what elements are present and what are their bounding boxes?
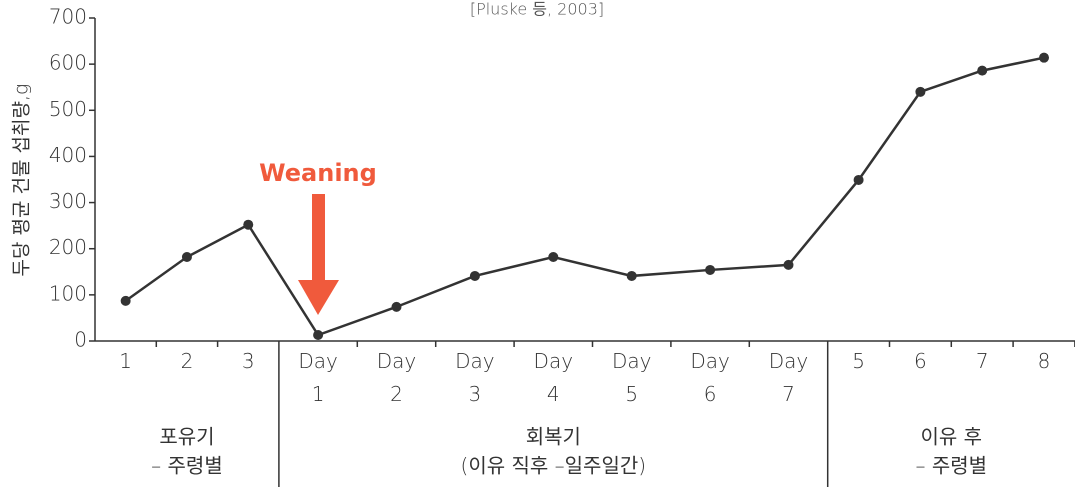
- x-tick-label: 5: [852, 349, 865, 373]
- group-label: – 주령별: [916, 454, 988, 478]
- y-tick-label: 500: [49, 97, 87, 121]
- x-tick-label: Day 6: [690, 349, 730, 406]
- point: [120, 295, 131, 306]
- x-tick-label: Day 3: [455, 349, 495, 406]
- y-tick-label: 400: [49, 143, 87, 167]
- x-tick-label: Day 5: [612, 349, 652, 406]
- point: [313, 330, 324, 341]
- group-label: 회복기: [526, 425, 581, 449]
- annotation: Weaning: [259, 159, 377, 187]
- x-tick-label: 1: [119, 349, 132, 373]
- y-tick-label: 300: [49, 189, 87, 213]
- weaning-arrow: [298, 194, 339, 315]
- x-tick-label: 2: [181, 349, 194, 373]
- y-tick-label: 600: [49, 51, 87, 75]
- group-label: 이유 후: [921, 425, 983, 449]
- x-tick-label: Day 1: [298, 349, 338, 406]
- arrow-head: [298, 280, 339, 315]
- group-label: – 주령별: [151, 454, 223, 478]
- y-axis-label: 두당 평균 건물 섭취량,g: [11, 84, 33, 277]
- x-tick-label: 6: [914, 349, 927, 373]
- x-tick-label: 7: [976, 349, 989, 373]
- y-tick-label: 200: [49, 235, 87, 259]
- point: [783, 259, 794, 270]
- x-tick-label: 3: [242, 349, 255, 373]
- group-label: (이유 직후 –일주일간): [461, 454, 647, 478]
- y-tick-label: 700: [49, 5, 87, 29]
- point: [391, 301, 402, 312]
- x-tick-label: 8: [1038, 349, 1051, 373]
- point: [705, 264, 716, 275]
- line: [124, 56, 1045, 337]
- point: [977, 65, 988, 76]
- point: [181, 252, 192, 263]
- point: [915, 86, 926, 97]
- y-tick-label: 0: [74, 328, 87, 352]
- point: [853, 174, 864, 185]
- point: [469, 270, 480, 281]
- x-tick-label: Day 2: [377, 349, 417, 406]
- x-tick-label: Day 4: [534, 349, 574, 406]
- group-label: 포유기: [159, 425, 214, 449]
- point: [626, 270, 637, 281]
- point: [1039, 52, 1049, 63]
- x-tick-label: Day 7: [769, 349, 809, 406]
- point: [243, 219, 254, 230]
- chart-title: [Pluske 등, 2003]: [470, 0, 604, 19]
- point: [548, 252, 559, 263]
- arrow-shaft: [312, 194, 325, 282]
- y-tick-label: 100: [49, 281, 87, 305]
